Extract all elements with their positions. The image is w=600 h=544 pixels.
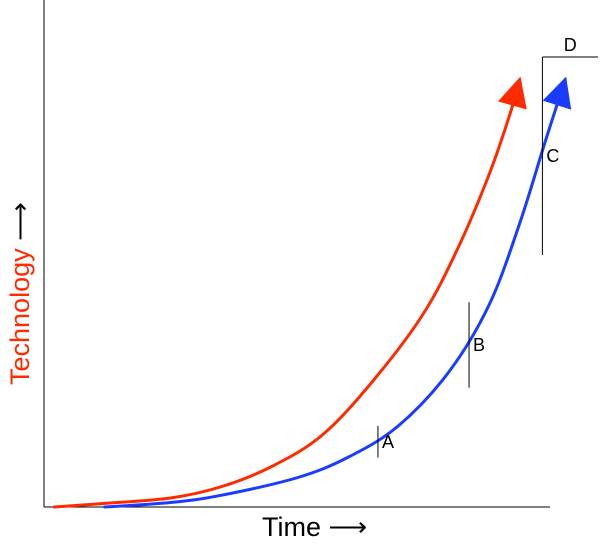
axes <box>43 0 550 508</box>
annotation-label-a: A <box>382 432 394 452</box>
annotation-label-c: C <box>546 146 559 166</box>
annotation-group: A B C D <box>377 35 599 458</box>
x-axis-label: Time ⟶ <box>262 512 367 542</box>
series-line-blue <box>103 76 572 509</box>
y-axis-label: Technology ⟶ <box>5 202 35 385</box>
axis-labels: Time ⟶ Technology ⟶ <box>5 202 367 542</box>
annotation-label-b: B <box>473 335 485 355</box>
y-axis-label-text: Technology <box>5 241 35 385</box>
y-axis-arrow-icon: ⟶ <box>5 202 35 241</box>
annotation-label-d: D <box>564 35 577 55</box>
series-group <box>52 76 572 509</box>
series-line-red <box>52 76 527 509</box>
